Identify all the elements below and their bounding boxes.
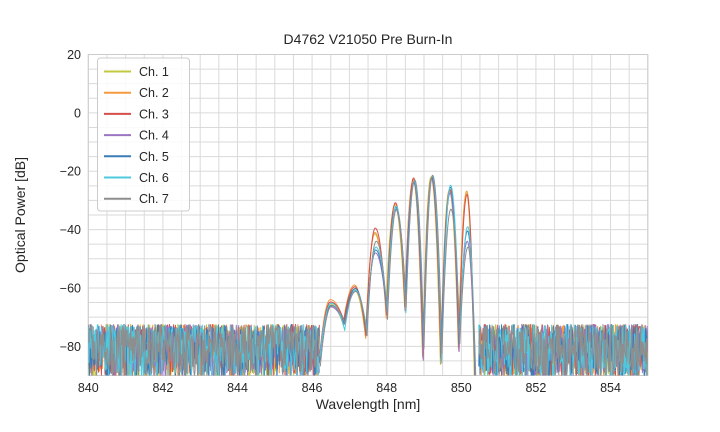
- legend-label: Ch. 3: [139, 107, 169, 121]
- legend-item-ch-1: Ch. 1: [104, 65, 169, 79]
- legend-item-ch-3: Ch. 3: [104, 107, 169, 121]
- y-tick-label: −40: [60, 223, 81, 237]
- noise-floor-right: [478, 323, 648, 376]
- x-tick-label: 846: [302, 381, 323, 395]
- legend-label: Ch. 7: [139, 192, 169, 206]
- x-tick-label: 850: [451, 381, 472, 395]
- y-tick-label: −20: [60, 165, 81, 179]
- legend-item-ch-4: Ch. 4: [104, 129, 169, 143]
- signal-spectrum: [319, 174, 477, 376]
- legend: Ch. 1 Ch. 2 Ch. 3 Ch. 4 Ch. 5 Ch. 6 Ch. 7: [97, 57, 190, 212]
- x-tick-label: 844: [227, 381, 248, 395]
- y-tick-label: −80: [60, 340, 81, 354]
- x-tick-label: 848: [376, 381, 397, 395]
- legend-box: [97, 57, 190, 212]
- noise-floor-left: [88, 324, 320, 376]
- series-ch-7: [88, 174, 648, 376]
- x-tick-label: 852: [525, 381, 546, 395]
- legend-label: Ch. 5: [139, 150, 169, 164]
- series-lines: [88, 174, 648, 376]
- y-tick-label: 0: [74, 106, 81, 120]
- chart-title: D4762 V21050 Pre Burn-In: [284, 31, 453, 47]
- legend-label: Ch. 6: [139, 171, 169, 185]
- legend-item-ch-6: Ch. 6: [104, 171, 169, 185]
- x-axis-label: Wavelength [nm]: [316, 396, 421, 412]
- x-tick-label: 840: [78, 381, 99, 395]
- y-axis-label: Optical Power [dB]: [12, 157, 28, 273]
- legend-label: Ch. 1: [139, 65, 169, 79]
- x-tick-label: 842: [152, 381, 173, 395]
- legend-item-ch-5: Ch. 5: [104, 150, 169, 164]
- legend-label: Ch. 2: [139, 86, 169, 100]
- x-tick-label: 854: [600, 381, 621, 395]
- y-tick-label: 20: [67, 48, 81, 62]
- axis-tick-labels: 840 842 844 846 848 850 852 854 20 0 −20 −40 −60 −80: [60, 48, 621, 395]
- y-tick-label: −60: [60, 281, 81, 295]
- legend-label: Ch. 4: [139, 129, 169, 143]
- legend-item-ch-7: Ch. 7: [104, 192, 169, 206]
- legend-item-ch-2: Ch. 2: [104, 86, 169, 100]
- plot-border: [87, 54, 649, 376]
- signal-spectrum: [319, 175, 476, 376]
